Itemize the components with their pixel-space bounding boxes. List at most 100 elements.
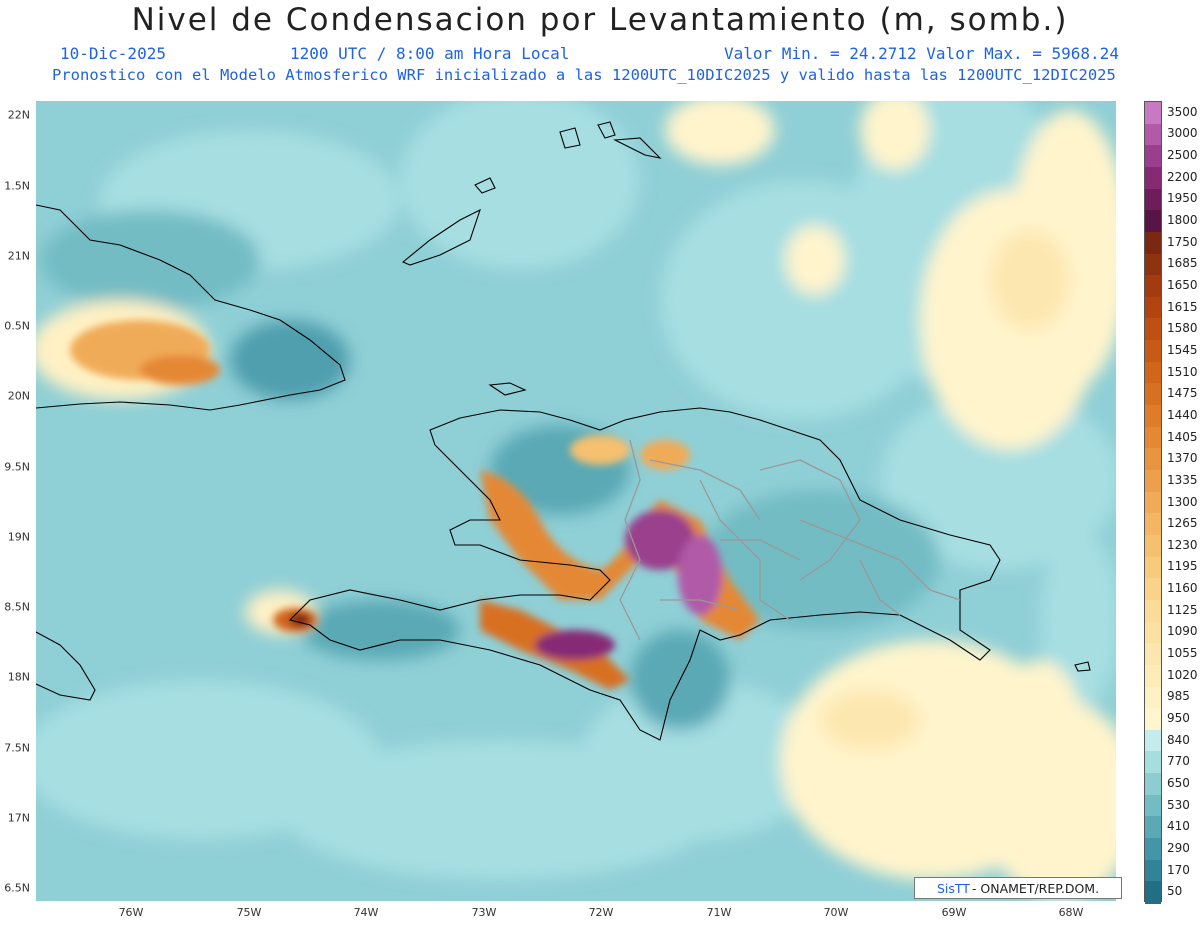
colorbar-cell [1145, 340, 1161, 363]
lat-label: 8.5N [4, 600, 30, 614]
colorbar-label: 950 [1167, 710, 1190, 725]
colorbar-cell [1145, 361, 1161, 385]
colorbar-cell [1145, 513, 1161, 536]
colorbar-label: 1475 [1167, 386, 1198, 401]
lon-label: 72W [588, 906, 614, 919]
colorbar-label: 1370 [1167, 451, 1198, 466]
colorbar-label: 1090 [1167, 624, 1198, 639]
lon-label: 71W [706, 906, 732, 919]
colorbar-cell [1145, 145, 1161, 168]
lon-label: 68W [1058, 906, 1084, 919]
colorbar-cell [1145, 534, 1161, 558]
colorbar-label: 1510 [1167, 364, 1198, 379]
colorbar-cell [1145, 859, 1161, 882]
lat-label: 18N [7, 670, 30, 684]
colorbar-label: 1230 [1167, 537, 1198, 552]
colorbar-label: 1335 [1167, 472, 1198, 487]
colorbar-label: 3500 [1167, 104, 1198, 119]
colorbar-label: 1055 [1167, 646, 1198, 661]
colorbar-label: 3000 [1167, 126, 1198, 141]
colorbar-cell [1145, 231, 1161, 255]
lon-label: 69W [941, 906, 967, 919]
colorbar-label: 50 [1167, 884, 1183, 899]
colorbar-label: 840 [1167, 732, 1190, 747]
lat-label: 21N [7, 249, 30, 263]
lon-label: 73W [471, 906, 497, 919]
map-shading [36, 101, 1116, 901]
colorbar-label: 770 [1167, 754, 1190, 769]
colorbar-cell [1145, 210, 1161, 233]
province-borders [619, 439, 961, 641]
colorbar-label: 290 [1167, 840, 1190, 855]
colorbar-cell [1145, 470, 1161, 493]
colorbar-label: 1300 [1167, 494, 1198, 509]
lat-label: 17N [7, 811, 30, 825]
colorbar-cell [1145, 383, 1161, 406]
colorbar-cell [1145, 708, 1161, 731]
lat-label: 22N [7, 108, 30, 122]
forecast-description: Pronostico con el Modelo Atmosferico WRF… [52, 66, 1116, 84]
value-range: Valor Min. = 24.2712 Valor Max. = 5968.2… [724, 44, 1119, 63]
colorbar-label: 1265 [1167, 516, 1198, 531]
colorbar-cell [1145, 318, 1161, 341]
lat-label: 19N [7, 530, 30, 544]
colorbar-cell [1145, 491, 1161, 514]
colorbar-cell [1145, 751, 1161, 774]
colorbar-label: 985 [1167, 689, 1190, 704]
colorbar-cell [1145, 426, 1161, 449]
lat-label: 6.5N [4, 881, 30, 895]
lon-label: 76W [118, 906, 144, 919]
colorbar-label: 1750 [1167, 234, 1198, 249]
sistt-logo: SisTT [936, 880, 970, 896]
colorbar-label: 1685 [1167, 256, 1198, 271]
colorbar-label: 650 [1167, 775, 1190, 790]
colorbar-cell [1145, 881, 1161, 904]
lon-label: 75W [236, 906, 262, 919]
map-title: Nivel de Condensacion por Levantamiento … [131, 2, 1069, 38]
lon-label: 74W [353, 906, 379, 919]
colorbar-cell [1145, 275, 1161, 298]
lat-label: 1.5N [4, 179, 30, 193]
colorbar-cell [1145, 556, 1161, 579]
colorbar-label: 1615 [1167, 299, 1198, 314]
colorbar-label: 1125 [1167, 602, 1198, 617]
colorbar-label: 1580 [1167, 321, 1198, 336]
colorbar-cell [1145, 621, 1161, 644]
credit-text: - ONAMET/REP.DOM. [971, 880, 1100, 896]
colorbar-cell [1145, 729, 1161, 753]
colorbar-label: 2500 [1167, 148, 1198, 163]
colorbar-cell [1145, 816, 1161, 839]
colorbar-cell [1145, 253, 1161, 276]
lat-label: 20N [7, 389, 30, 403]
colorbar-cell [1145, 773, 1161, 796]
forecast-date: 10-Dic-2025 [60, 44, 166, 63]
lat-label: 9.5N [4, 460, 30, 474]
lat-label: 0.5N [4, 319, 30, 333]
lon-label: 70W [823, 906, 849, 919]
colorbar-label: 1545 [1167, 342, 1198, 357]
colorbar-label: 1440 [1167, 407, 1198, 422]
colorbar-label: 1800 [1167, 213, 1198, 228]
colorbar-cell [1145, 448, 1161, 471]
colorbar-cell [1145, 296, 1161, 320]
credit-box: SisTT - ONAMET/REP.DOM. [914, 877, 1122, 899]
colorbar-label: 2200 [1167, 169, 1198, 184]
colorbar-cell [1145, 405, 1161, 428]
colorbar-label: 170 [1167, 862, 1190, 877]
colorbar-label: 530 [1167, 797, 1190, 812]
colorbar-cell [1145, 664, 1161, 688]
colorbar [1144, 101, 1162, 904]
colorbar-cell [1145, 686, 1161, 709]
colorbar-cell [1145, 188, 1161, 211]
colorbar-cell [1145, 838, 1161, 861]
colorbar-cell [1145, 123, 1161, 146]
colorbar-label: 1405 [1167, 429, 1198, 444]
colorbar-cell [1145, 578, 1161, 601]
colorbar-label: 1950 [1167, 191, 1198, 206]
lat-label: 7.5N [4, 741, 30, 755]
colorbar-label: 1650 [1167, 278, 1198, 292]
colorbar-label: 1195 [1167, 559, 1198, 574]
colorbar-label: 410 [1167, 819, 1190, 834]
coastlines [35, 121, 1091, 741]
